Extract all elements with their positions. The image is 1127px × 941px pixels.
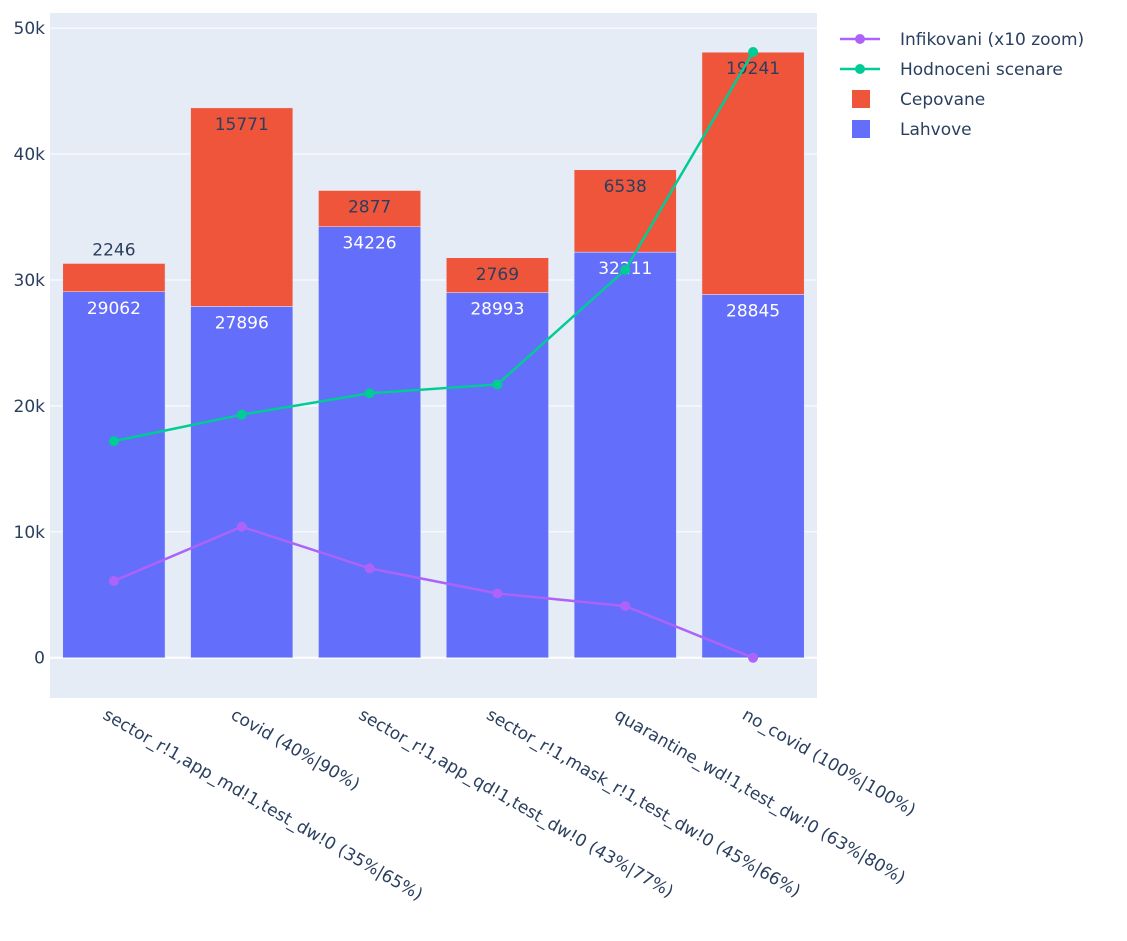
x-axis: sector_r!1,app_md!1,test_dw!0 (35%|65%)c… xyxy=(99,705,918,905)
bar-lahvove xyxy=(318,226,421,658)
legend-swatch-icon xyxy=(852,90,870,108)
line-point xyxy=(108,436,119,447)
y-axis: 0 10k 20k 30k 40k 50k xyxy=(14,19,46,669)
bar-lahvove xyxy=(190,306,294,658)
line-point xyxy=(236,409,247,420)
bar-value-label: 15771 xyxy=(215,115,269,135)
x-tick-label: covid (40%|90%) xyxy=(227,705,363,795)
legend[interactable]: Infikovani (x10 zoom) Hodnoceni scenare Ce… xyxy=(840,30,1084,140)
y-tick-label: 20k xyxy=(14,397,46,417)
bar-cepovane xyxy=(701,51,805,295)
line-point xyxy=(492,588,503,599)
bar-value-label: 2246 xyxy=(92,240,135,260)
plot-background xyxy=(50,13,817,698)
legend-marker-icon xyxy=(855,64,865,74)
line-point xyxy=(364,563,375,574)
bar-lahvove xyxy=(446,292,549,658)
legend-marker-icon xyxy=(855,34,865,44)
legend-item[interactable]: Infikovani (x10 zoom) xyxy=(840,30,1084,50)
legend-item[interactable]: Lahvove xyxy=(852,120,972,140)
line-point xyxy=(108,575,119,586)
bar-lahvove xyxy=(62,291,166,658)
bar-value-label: 2877 xyxy=(348,198,391,218)
legend-label: Lahvove xyxy=(900,120,972,140)
legend-label: Cepovane xyxy=(900,90,985,110)
line-point xyxy=(492,379,503,390)
bar-value-label: 6538 xyxy=(604,177,647,197)
line-hodnoceni xyxy=(113,51,755,443)
bar-value-label: 28993 xyxy=(470,300,524,320)
bar-lahvove xyxy=(573,251,677,658)
bar-cepovane xyxy=(446,257,549,293)
bar-value-label: 27896 xyxy=(215,313,269,333)
line-point xyxy=(748,47,759,58)
line-point xyxy=(620,264,631,275)
bar-value-label: 34226 xyxy=(343,234,397,254)
line-point xyxy=(620,601,631,612)
bar-cepovane xyxy=(190,107,294,307)
line-point xyxy=(364,388,375,399)
bar-cepovane xyxy=(318,190,421,227)
grid-lines xyxy=(50,27,817,659)
line-point xyxy=(236,521,247,532)
bar-value-label: 2769 xyxy=(476,265,519,285)
bar-value-label: 19241 xyxy=(726,59,780,79)
y-tick-label: 10k xyxy=(14,523,46,543)
bar-value-label: 29062 xyxy=(87,299,141,319)
line-point xyxy=(748,652,759,663)
line-infikovani xyxy=(113,525,754,659)
bars xyxy=(62,51,805,658)
legend-item[interactable]: Hodnoceni scenare xyxy=(840,60,1063,80)
legend-label: Hodnoceni scenare xyxy=(900,60,1063,80)
legend-item[interactable]: Cepovane xyxy=(852,90,985,110)
y-tick-label: 50k xyxy=(14,19,46,39)
bar-lahvove xyxy=(701,294,805,658)
y-tick-label: 0 xyxy=(34,649,45,669)
line-series xyxy=(108,47,759,663)
y-tick-label: 30k xyxy=(14,271,46,291)
bar-cepovane xyxy=(62,263,166,293)
y-tick-label: 40k xyxy=(14,145,46,165)
legend-swatch-icon xyxy=(852,120,870,138)
bar-labels: 2906227896342262899332211288452246157712… xyxy=(87,59,780,333)
legend-label: Infikovani (x10 zoom) xyxy=(900,30,1084,50)
bar-value-label: 28845 xyxy=(726,301,780,321)
